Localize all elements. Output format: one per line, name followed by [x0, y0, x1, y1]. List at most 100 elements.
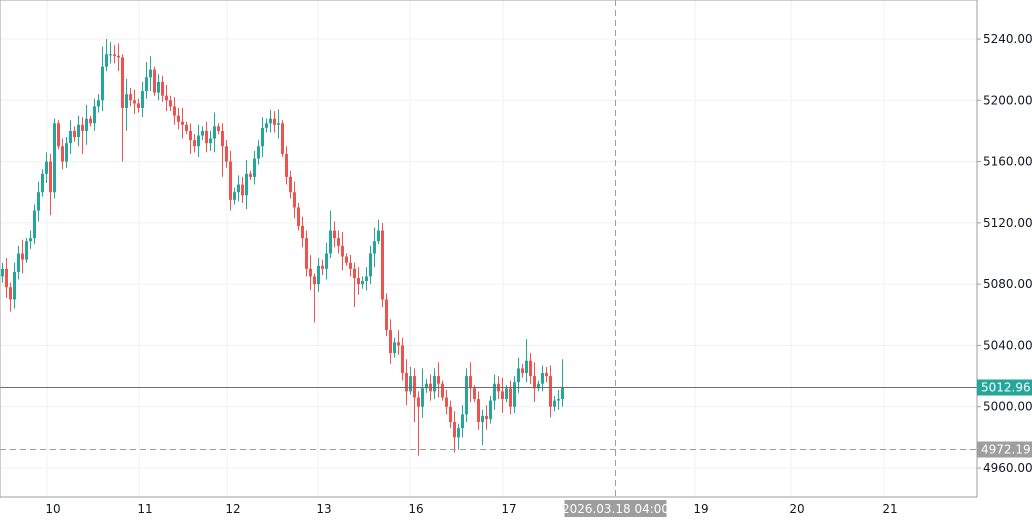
candle-body	[549, 376, 552, 407]
candle-down	[9, 282, 12, 312]
candle-body	[545, 373, 548, 377]
candle-body	[233, 192, 236, 200]
candle-body	[225, 146, 228, 162]
candle-down	[61, 138, 64, 170]
candle-body	[245, 173, 248, 196]
candle-body	[201, 130, 204, 136]
candle-up	[201, 126, 204, 141]
candle-down	[389, 319, 392, 364]
candle-up	[69, 120, 72, 154]
candle-body	[333, 230, 336, 239]
candle-down	[345, 253, 348, 266]
candle-body	[21, 253, 24, 260]
candle-body	[205, 130, 208, 144]
candle-body	[317, 265, 320, 285]
candle-body	[185, 124, 188, 131]
price-axis[interactable]: 5240.00 5200.00 5160.00 5120.00 5080.00 5040.…	[977, 32, 1032, 475]
candle-up	[557, 389, 560, 410]
candle-body	[137, 103, 140, 108]
candle-body	[253, 158, 256, 177]
candle-down	[337, 230, 340, 254]
candle-up	[105, 39, 108, 72]
candle-up	[421, 368, 424, 418]
candle-body	[9, 287, 12, 300]
candle-down	[437, 362, 440, 398]
candle-down	[293, 181, 296, 219]
candle-up	[101, 46, 104, 112]
candle-body	[485, 415, 488, 419]
candle-down	[449, 400, 452, 429]
candle-down	[309, 255, 312, 291]
candle-up	[37, 181, 40, 222]
candle-down	[349, 255, 352, 277]
candle-down	[73, 126, 76, 142]
crosshair-price-label: 4972.19	[977, 441, 1032, 458]
candle-down	[405, 359, 408, 406]
price-tick-label: 5120.00	[983, 216, 1032, 230]
candle-body	[121, 57, 124, 108]
candle-up	[261, 117, 264, 157]
candle-body	[309, 268, 312, 277]
candle-down	[333, 221, 336, 248]
candle-up	[213, 112, 216, 153]
candle-up	[269, 109, 272, 133]
candle-body	[305, 238, 308, 269]
candle-body	[29, 238, 32, 242]
candle-up	[149, 55, 152, 92]
candle-down	[357, 267, 360, 295]
candle-down	[117, 43, 120, 72]
candle-up	[41, 169, 44, 197]
candle-body	[445, 397, 448, 407]
time-tick-label: 11	[137, 502, 152, 516]
candle-body	[165, 95, 168, 101]
candle-body	[461, 414, 464, 429]
time-axis[interactable]: 10 11 12 13 16 17 19 20 21	[45, 502, 897, 516]
candle-body	[177, 115, 180, 122]
candle-body	[129, 94, 132, 101]
candle-down	[249, 170, 252, 180]
candle-down	[161, 75, 164, 102]
candle-body	[329, 230, 332, 254]
candle-down	[49, 153, 52, 216]
candle-body	[385, 299, 388, 331]
candle-body	[285, 153, 288, 177]
candle-up	[109, 42, 112, 64]
candle-down	[441, 380, 444, 401]
candle-body	[337, 238, 340, 246]
candle-up	[141, 81, 144, 118]
candle-body	[197, 135, 200, 147]
candle-body	[229, 161, 232, 200]
candle-body	[313, 276, 316, 285]
candle-body	[213, 126, 216, 139]
candle-down	[545, 366, 548, 383]
crosshair-time-label: 2026.03.18 04:00	[562, 500, 669, 517]
price-tick-label: 4960.00	[983, 461, 1032, 475]
candle-body	[345, 256, 348, 263]
candle-down	[313, 273, 316, 323]
candle-down	[177, 107, 180, 130]
candle-body	[289, 176, 292, 193]
candle-down	[193, 133, 196, 153]
time-tick-label: 17	[501, 502, 516, 516]
candle-body	[265, 123, 268, 128]
candle-up	[489, 395, 492, 424]
candle-body	[561, 386, 564, 400]
candle-down	[321, 259, 324, 275]
candle-down	[189, 123, 192, 154]
candle-body	[189, 130, 192, 141]
candle-body	[553, 400, 556, 407]
time-tick-label: 13	[316, 502, 331, 516]
candle-up	[373, 227, 376, 268]
time-tick-label: 21	[882, 502, 897, 516]
time-tick-label: 12	[225, 502, 240, 516]
candle-down	[529, 353, 532, 384]
candle-body	[37, 192, 40, 211]
candle-body	[369, 253, 372, 277]
candle-down	[225, 140, 228, 168]
candle-body	[169, 100, 172, 107]
candle-body	[81, 124, 84, 131]
candle-body	[61, 146, 64, 162]
candle-body	[557, 399, 560, 401]
candle-up	[317, 258, 320, 292]
